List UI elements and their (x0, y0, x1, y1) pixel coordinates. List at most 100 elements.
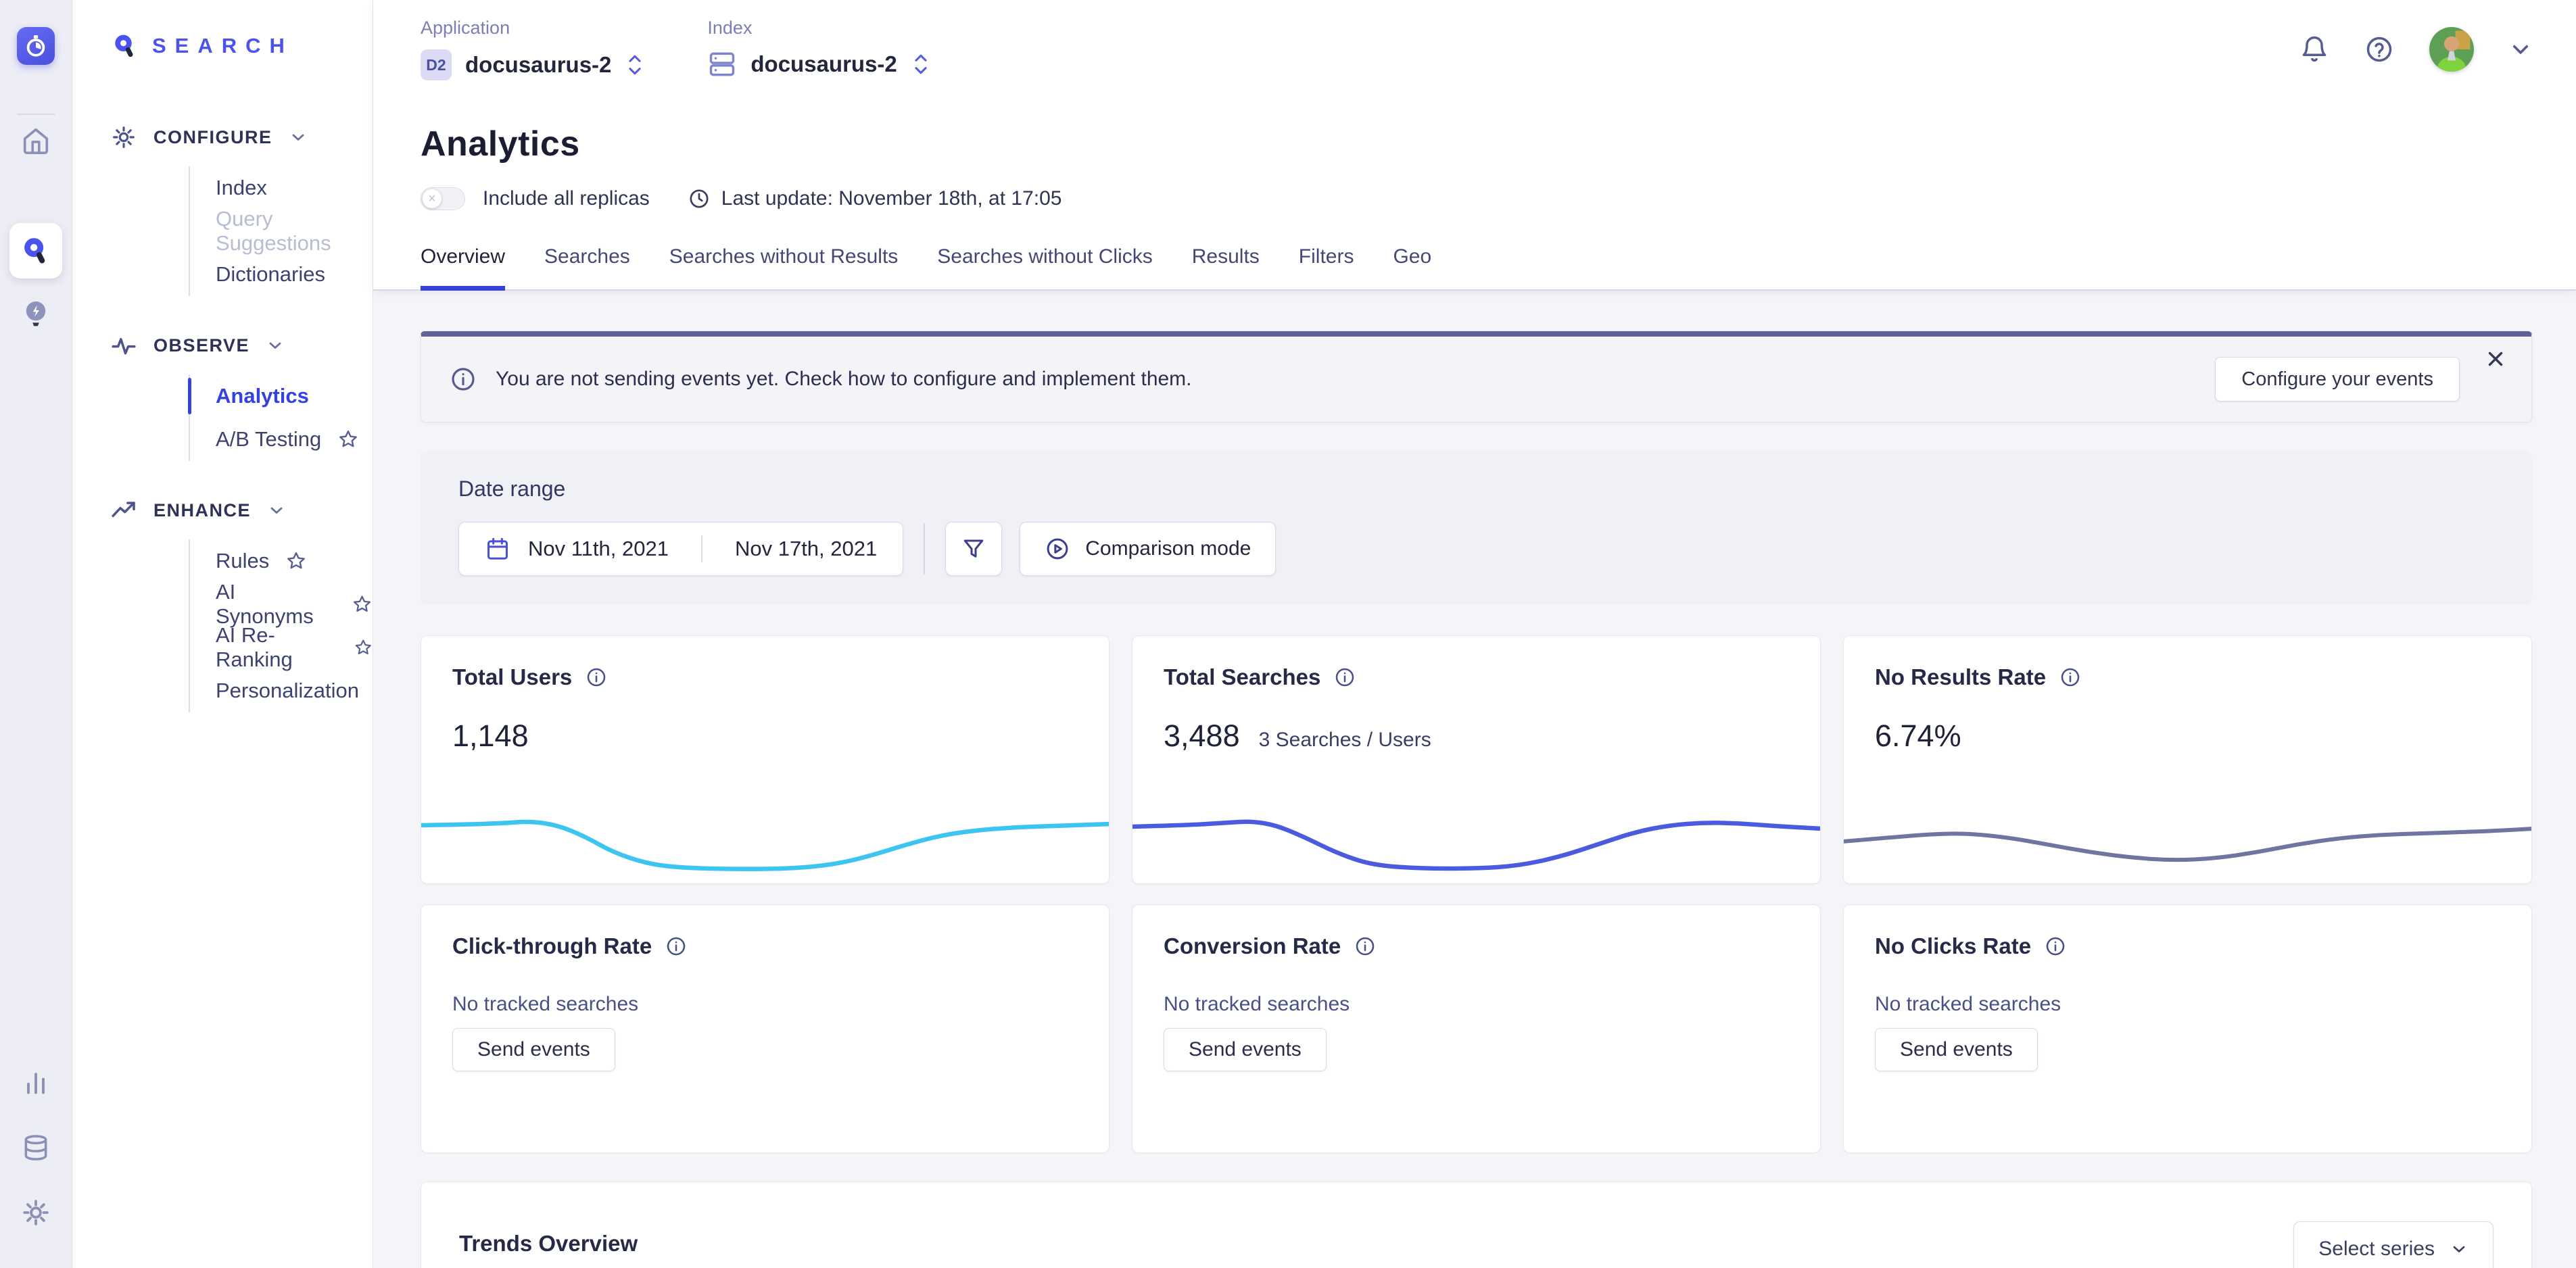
sidebar-item-dictionaries[interactable]: Dictionaries (190, 253, 373, 296)
updown-chevrons-icon (629, 55, 642, 75)
star-icon (353, 595, 371, 612)
index-selector[interactable]: Index docusaurus-2 (707, 18, 930, 79)
info-icon[interactable] (1354, 935, 1376, 957)
page-meta: × Include all replicas Last update: Nove… (421, 187, 2532, 210)
date-range-picker[interactable]: Nov 11th, 2021 Nov 17th, 2021 (458, 522, 904, 576)
tab-searches-without-clicks[interactable]: Searches without Clicks (937, 245, 1153, 268)
notifications-bell-icon[interactable] (2299, 34, 2329, 64)
section-label: OBSERVE (153, 335, 250, 356)
index-label: Index (707, 18, 753, 38)
application-selector[interactable]: Application D2 docusaurus-2 (421, 18, 645, 80)
section-label: CONFIGURE (153, 126, 272, 147)
account-chevron-down-icon[interactable] (2509, 38, 2532, 61)
application-value: docusaurus-2 (465, 52, 612, 77)
section-header-enhance[interactable]: ENHANCE (72, 495, 373, 526)
sidebar-item-ai-synonyms[interactable]: AI Synonyms (190, 580, 373, 628)
tab-filters[interactable]: Filters (1298, 245, 1354, 268)
sidebar-item-personalization[interactable]: Personalization (190, 669, 373, 712)
calendar-icon (487, 537, 508, 560)
tab-overview[interactable]: Overview (421, 245, 506, 291)
card-click-through-rate: Click-through Rate No tracked searches S… (421, 904, 1110, 1153)
play-circle-icon (1047, 538, 1068, 560)
gear-icon (113, 126, 135, 148)
star-icon (287, 552, 306, 569)
events-banner: You are not sending events yet. Check ho… (421, 331, 2532, 422)
info-icon (452, 368, 475, 391)
sidebar-item-query-suggestions[interactable]: Query Suggestions (190, 207, 373, 255)
send-events-button[interactable]: Send events (1164, 1028, 1327, 1071)
star-icon (339, 431, 358, 447)
page-title: Analytics (421, 124, 580, 164)
sidebar-item-label: Rules (216, 549, 270, 572)
main-area: Application D2 docusaurus-2 Index (373, 0, 2576, 1268)
sidebar-item-ai-reranking[interactable]: AI Re-Ranking (190, 623, 373, 671)
toggle-knob: × (423, 189, 442, 208)
tab-searches[interactable]: Searches (544, 245, 630, 268)
comparison-mode-button[interactable]: Comparison mode (1020, 522, 1277, 576)
filter-funnel-button[interactable] (945, 522, 1003, 576)
sidebar-item-rules[interactable]: Rules (190, 539, 373, 583)
tab-searches-without-results[interactable]: Searches without Results (669, 245, 899, 268)
nav-section-enhance: ENHANCE Rules AI Synonyms AI Re-Ranking (72, 495, 373, 712)
pulse-icon (112, 338, 136, 355)
card-title: Conversion Rate (1164, 933, 1341, 958)
help-icon[interactable] (2364, 34, 2394, 64)
app-rail (0, 0, 72, 1268)
select-series-button[interactable]: Select series (2293, 1221, 2494, 1268)
configure-events-button[interactable]: Configure your events (2215, 357, 2460, 401)
topbar: Application D2 docusaurus-2 Index (421, 18, 2532, 80)
application-label: Application (421, 18, 510, 38)
info-icon[interactable] (1334, 666, 1356, 688)
chevron-down-icon (2453, 1246, 2465, 1252)
date-separator (700, 535, 702, 562)
close-icon[interactable] (2484, 347, 2507, 370)
info-icon[interactable] (586, 666, 607, 688)
section-items: Index Query Suggestions Dictionaries (189, 166, 373, 296)
metric-value: 1,148 (452, 718, 529, 753)
search-product-icon[interactable] (9, 223, 62, 278)
sparkline-no-results-rate (1843, 806, 2532, 874)
metric-value: 3,488 (1164, 718, 1240, 753)
sidebar-item-ab-testing[interactable]: A/B Testing (190, 418, 373, 461)
info-icon[interactable] (2059, 666, 2081, 688)
section-header-configure[interactable]: CONFIGURE (72, 122, 373, 153)
last-update: Last update: November 18th, at 17:05 (688, 187, 1062, 210)
section-label: ENHANCE (153, 499, 252, 520)
sparkline-total-searches (1132, 806, 1821, 874)
card-total-searches: Total Searches 3,488 3 Searches / Users (1132, 635, 1821, 884)
empty-state-text: No tracked searches (452, 993, 639, 1015)
stopwatch-app-icon[interactable] (17, 27, 55, 65)
date-end: Nov 17th, 2021 (734, 537, 878, 560)
user-avatar[interactable] (2429, 27, 2474, 72)
sidebar-item-analytics[interactable]: Analytics (188, 374, 373, 418)
card-total-users: Total Users 1,148 (421, 635, 1110, 884)
tab-geo[interactable]: Geo (1393, 245, 1432, 268)
bar-chart-icon[interactable] (16, 1063, 56, 1103)
info-icon[interactable] (2045, 935, 2066, 957)
section-header-observe[interactable]: OBSERVE (72, 330, 373, 361)
database-icon[interactable] (16, 1127, 56, 1168)
send-events-button[interactable]: Send events (452, 1028, 615, 1071)
sparkline-total-users (421, 806, 1110, 874)
sidebar-item-label: Index (216, 176, 267, 199)
metric-cards-row-2: Click-through Rate No tracked searches S… (421, 904, 2532, 1153)
metric-subtitle: 3 Searches / Users (1258, 729, 1431, 751)
sidebar-item-label: AI Synonyms (216, 580, 314, 628)
clock-icon (690, 189, 709, 208)
tab-results[interactable]: Results (1191, 245, 1260, 268)
sidebar: SEARCH CONFIGURE Index Query Suggestions… (72, 0, 373, 1268)
nav-section-observe: OBSERVE Analytics A/B Testing (72, 330, 373, 461)
funnel-icon (963, 539, 984, 558)
lightbulb-bolt-icon[interactable] (16, 293, 56, 334)
chevron-down-icon (269, 342, 281, 349)
metric-value: 6.74% (1875, 718, 1961, 753)
gear-icon[interactable] (16, 1192, 56, 1233)
date-range-label: Date range (458, 477, 566, 501)
send-events-button[interactable]: Send events (1875, 1028, 2038, 1071)
home-icon[interactable] (16, 120, 56, 161)
sidebar-item-index[interactable]: Index (190, 166, 373, 210)
application-badge: D2 (421, 49, 452, 80)
info-icon[interactable] (665, 935, 687, 957)
include-replicas-toggle[interactable]: × (421, 187, 465, 210)
